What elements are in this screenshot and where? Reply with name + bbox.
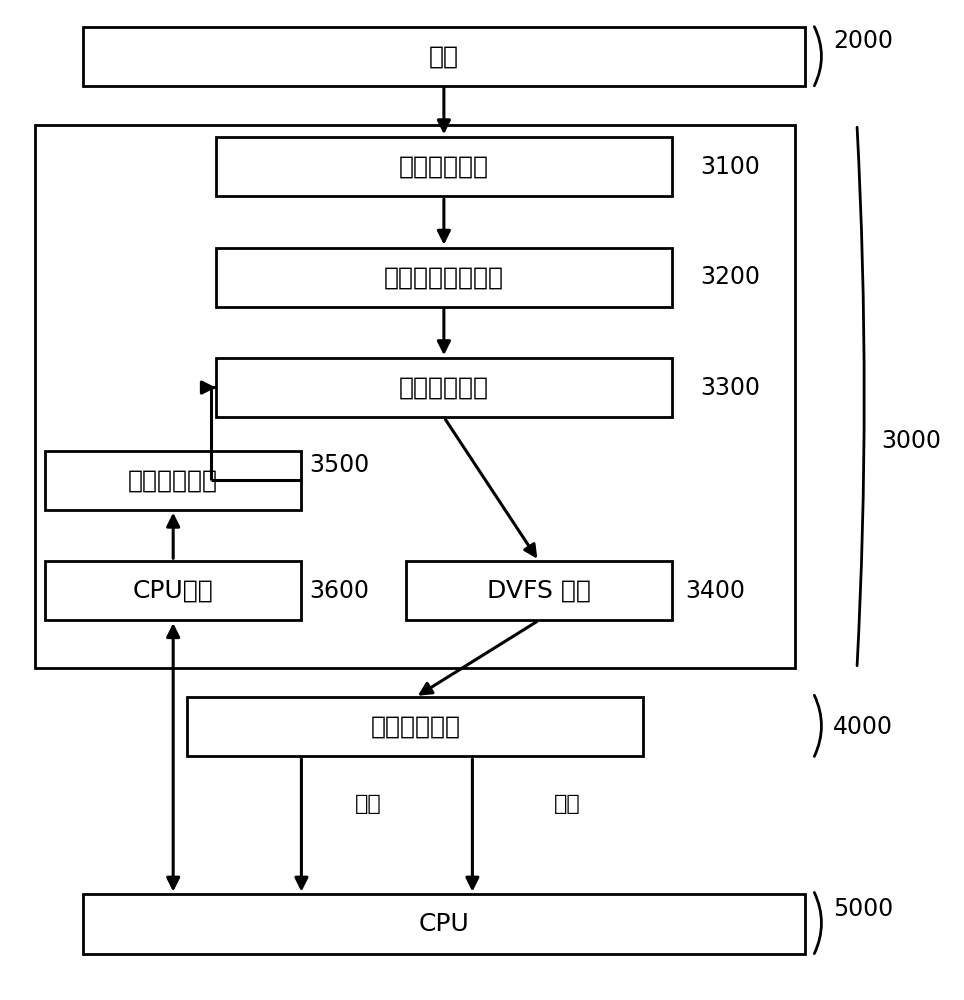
- Text: 电压: 电压: [554, 794, 580, 814]
- Bar: [36, 125, 795, 668]
- Text: 3400: 3400: [685, 579, 745, 603]
- Text: CPU驱动: CPU驱动: [133, 579, 214, 603]
- Bar: [83, 27, 805, 86]
- Text: 调度管理单元: 调度管理单元: [399, 155, 489, 179]
- Bar: [216, 248, 672, 307]
- Text: 4000: 4000: [833, 715, 894, 739]
- Bar: [216, 137, 672, 196]
- Text: 3200: 3200: [701, 265, 761, 289]
- Text: 应用: 应用: [429, 44, 459, 68]
- Text: 2000: 2000: [833, 29, 894, 53]
- Text: 时钟: 时钟: [355, 794, 382, 814]
- Text: 3300: 3300: [701, 376, 761, 400]
- Text: 策略控制单元: 策略控制单元: [399, 376, 489, 400]
- Text: 3100: 3100: [701, 155, 761, 179]
- Bar: [45, 561, 302, 620]
- Bar: [45, 451, 302, 510]
- Text: 性能监测单元: 性能监测单元: [128, 468, 218, 492]
- Bar: [216, 358, 672, 417]
- Bar: [83, 894, 805, 954]
- Text: CPU: CPU: [418, 912, 469, 936]
- Text: 3500: 3500: [309, 453, 369, 477]
- Text: 5000: 5000: [833, 897, 894, 921]
- Text: 3600: 3600: [309, 579, 369, 603]
- Text: 3000: 3000: [881, 429, 941, 453]
- Bar: [406, 561, 672, 620]
- Bar: [187, 697, 643, 756]
- Text: DVFS 驱动: DVFS 驱动: [487, 579, 591, 603]
- Text: 工作负载监测单元: 工作负载监测单元: [384, 265, 504, 289]
- Text: 电源管理单元: 电源管理单元: [370, 715, 461, 739]
